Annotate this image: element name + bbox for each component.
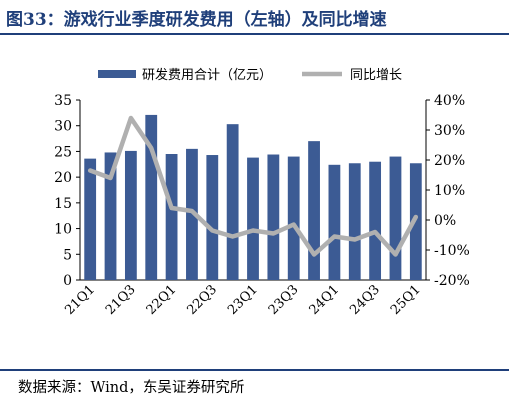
yoy-point-24Q1 [333, 235, 336, 238]
bar-24Q1 [328, 164, 341, 280]
y-left-tick-label: 35 [54, 93, 72, 109]
bar-24Q2 [348, 163, 361, 280]
yoy-point-25Q1 [414, 215, 418, 219]
title-rule [0, 33, 509, 35]
x-tick-label-24Q1: 24Q1 [307, 282, 343, 318]
yoy-point-21Q2 [109, 176, 112, 180]
bar-22Q2 [186, 148, 198, 280]
legend-bar-label: 研发费用合计（亿元） [142, 67, 272, 83]
y-left-tick-label: 10 [54, 222, 72, 238]
y-right-tick-label: -20% [434, 273, 470, 289]
bar-22Q1 [165, 154, 178, 280]
y-right-tick-label: 10% [434, 183, 465, 199]
x-tick-label-21Q3: 21Q3 [103, 282, 139, 318]
y-right-tick-label: 30% [434, 123, 465, 139]
yoy-point-24Q2 [353, 238, 356, 241]
x-tick-label-22Q1: 22Q1 [144, 282, 180, 318]
yoy-point-21Q1 [88, 169, 92, 172]
figure-title: 图33：游戏行业季度研发费用（左轴）及同比增速 [6, 10, 387, 30]
bar-21Q2 [104, 152, 117, 280]
yoy-point-22Q1 [170, 206, 173, 210]
source-note: 数据来源：Wind，东吴证券研究所 [18, 380, 245, 396]
yoy-point-21Q4 [150, 146, 153, 150]
yoy-point-23Q4 [312, 253, 316, 256]
y-left-tick-label: 25 [54, 144, 72, 160]
yoy-point-23Q3 [292, 223, 295, 226]
bar-23Q4 [308, 141, 320, 280]
yoy-point-24Q3 [373, 230, 377, 234]
yoy-point-24Q4 [394, 253, 397, 256]
y-left-tick-label: 20 [54, 170, 72, 186]
bar-24Q3 [369, 161, 382, 280]
bar-23Q3 [287, 156, 300, 280]
y-right-tick-label: 20% [434, 153, 465, 169]
x-tick-label-24Q3: 24Q3 [347, 282, 383, 318]
y-right-tick-label: 0% [434, 213, 456, 229]
x-tick-label-22Q3: 22Q3 [184, 282, 220, 318]
yoy-point-21Q3 [129, 116, 133, 120]
bar-22Q4 [226, 124, 239, 281]
yoy-point-22Q2 [190, 209, 194, 213]
y-left-tick-label: 15 [54, 196, 72, 212]
y-left-tick-label: 5 [63, 247, 72, 263]
yoy-point-23Q2 [272, 232, 275, 235]
y-right-tick-label: -10% [434, 243, 470, 259]
bar-21Q3 [124, 150, 137, 280]
x-tick-label-23Q3: 23Q3 [266, 282, 302, 318]
x-tick-label-23Q1: 23Q1 [225, 282, 261, 318]
chart: 研发费用合计（亿元） 同比增长 0 5 10 15 20 25 30 35 -20% -10% 0%… [54, 67, 470, 318]
bar-21Q1 [84, 158, 97, 280]
bar-23Q1 [247, 157, 259, 280]
bar-23Q2 [267, 154, 280, 280]
bar-21Q4 [145, 114, 158, 281]
plot-area: 05101520253035-20%-10%0%10%20%30%40%21Q1… [54, 93, 470, 318]
yoy-point-22Q4 [231, 235, 234, 238]
bar-24Q4 [389, 156, 402, 280]
legend-line-label: 同比增长 [350, 68, 402, 83]
y-left-tick-label: 0 [63, 273, 72, 289]
x-tick-label-25Q1: 25Q1 [388, 282, 424, 318]
yoy-point-22Q3 [211, 229, 214, 232]
y-left-tick-label: 30 [54, 119, 72, 135]
yoy-point-23Q1 [251, 229, 255, 232]
y-right-tick-label: 40% [434, 93, 465, 109]
footer-rule [0, 369, 509, 371]
legend-bar-swatch [98, 70, 136, 78]
legend: 研发费用合计（亿元） 同比增长 [98, 67, 402, 83]
bar-22Q3 [206, 155, 219, 280]
